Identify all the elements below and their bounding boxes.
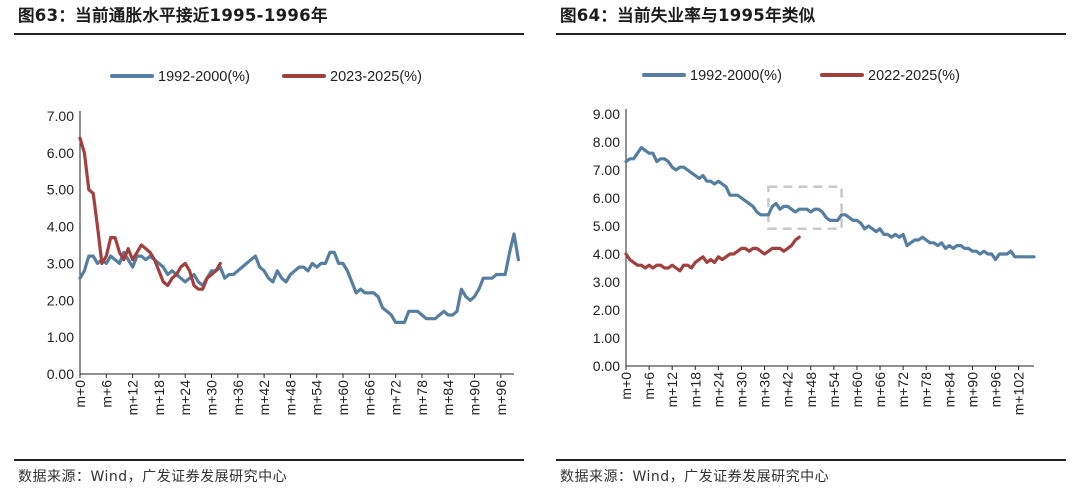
highlight-dashed-box bbox=[767, 185, 843, 231]
x-tick-label: m+96 bbox=[988, 372, 1004, 408]
x-tick-label: m+60 bbox=[849, 372, 865, 408]
x-tick-label: m+30 bbox=[733, 372, 749, 408]
x-tick-label: m+84 bbox=[941, 372, 957, 408]
x-tick-label: m+42 bbox=[780, 372, 796, 408]
legend-label-1: 1992-2000(%) bbox=[690, 68, 782, 84]
x-tick-label: m+96 bbox=[493, 380, 509, 416]
x-tick-label: m+90 bbox=[964, 372, 980, 408]
panel-inflation: 图63：当前通胀水平接近1995-1996年 1992-2000(%) 2023-… bbox=[14, 0, 524, 492]
panel-title: 图64：当前失业率与1995年类似 bbox=[560, 6, 816, 25]
x-tick-label: m+0 bbox=[618, 372, 634, 400]
panel-title: 图63：当前通胀水平接近1995-1996年 bbox=[18, 6, 328, 25]
x-tick-label: m+72 bbox=[388, 380, 404, 416]
x-tick-label: m+102 bbox=[1011, 372, 1027, 415]
y-tick-label: 2.00 bbox=[593, 302, 620, 318]
x-tick-label: m+18 bbox=[151, 380, 167, 416]
x-tick-label: m+54 bbox=[309, 380, 325, 416]
x-tick-label: m+0 bbox=[72, 380, 88, 408]
x-tick-label: m+48 bbox=[803, 372, 819, 408]
x-tick-label: m+42 bbox=[256, 380, 272, 416]
x-tick-label: m+24 bbox=[177, 380, 193, 416]
x-tick-label: m+72 bbox=[895, 372, 911, 408]
source-rule bbox=[556, 459, 1066, 461]
x-tick-label: m+6 bbox=[98, 380, 114, 408]
title-rule bbox=[556, 33, 1066, 35]
y-tick-label: 0.00 bbox=[47, 366, 74, 382]
series-line-1 bbox=[624, 145, 1036, 262]
y-tick-label: 6.00 bbox=[47, 145, 74, 161]
chart-inflation: 1992-2000(%) 2023-2025(%) 0.00 1.00 2.00 3.00… bbox=[47, 69, 520, 416]
series-line-2 bbox=[78, 136, 222, 291]
y-tick-label: 5.00 bbox=[47, 182, 74, 198]
y-tick-label: 4.00 bbox=[593, 246, 620, 262]
series-line-2 bbox=[624, 235, 801, 273]
y-tick-label: 4.00 bbox=[47, 219, 74, 235]
source-rule bbox=[14, 459, 524, 461]
x-tick-label: m+66 bbox=[872, 372, 888, 408]
x-tick-label: m+24 bbox=[710, 372, 726, 408]
y-tick-label: 7.00 bbox=[47, 108, 74, 124]
y-tick-label: 6.00 bbox=[593, 190, 620, 206]
x-tick-label: m+54 bbox=[826, 372, 842, 408]
chart-unemployment: 1992-2000(%) 2022-2025(%) 0.00 1.00 2.00 3.00… bbox=[593, 68, 1036, 415]
x-tick-label: m+78 bbox=[918, 372, 934, 408]
x-tick-label: m+36 bbox=[230, 380, 246, 416]
source-note: 数据来源：Wind，广发证券发展研究中心 bbox=[560, 469, 830, 485]
y-tick-label: 0.00 bbox=[593, 358, 620, 374]
x-tick-label: m+90 bbox=[467, 380, 483, 416]
y-tick-label: 9.00 bbox=[593, 106, 620, 122]
x-tick-label: m+66 bbox=[361, 380, 377, 416]
x-tick-label: m+36 bbox=[757, 372, 773, 408]
legend-label-2: 2022-2025(%) bbox=[868, 68, 960, 84]
y-tick-label: 1.00 bbox=[47, 329, 74, 345]
y-tick-label: 3.00 bbox=[47, 255, 74, 271]
title-rule bbox=[14, 33, 524, 35]
y-tick-label: 1.00 bbox=[593, 330, 620, 346]
x-tick-label: m+12 bbox=[664, 372, 680, 408]
source-note: 数据来源：Wind，广发证券发展研究中心 bbox=[18, 469, 288, 485]
x-tick-label: m+60 bbox=[335, 380, 351, 416]
legend-label-1: 1992-2000(%) bbox=[158, 69, 250, 85]
y-tick-label: 2.00 bbox=[47, 292, 74, 308]
y-tick-label: 8.00 bbox=[593, 134, 620, 150]
x-tick-label: m+6 bbox=[641, 372, 657, 400]
x-tick-label: m+30 bbox=[204, 380, 220, 416]
legend-label-2: 2023-2025(%) bbox=[330, 69, 422, 85]
x-tick-label: m+18 bbox=[687, 372, 703, 408]
x-tick-label: m+12 bbox=[125, 380, 141, 416]
x-tick-label: m+48 bbox=[282, 380, 298, 416]
y-tick-label: 7.00 bbox=[593, 162, 620, 178]
x-tick-label: m+78 bbox=[414, 380, 430, 416]
y-tick-label: 5.00 bbox=[593, 218, 620, 234]
panel-unemployment: 图64：当前失业率与1995年类似 1992-2000(%) 2022-2025(… bbox=[556, 0, 1066, 492]
y-tick-label: 3.00 bbox=[593, 274, 620, 290]
x-tick-label: m+84 bbox=[440, 380, 456, 416]
